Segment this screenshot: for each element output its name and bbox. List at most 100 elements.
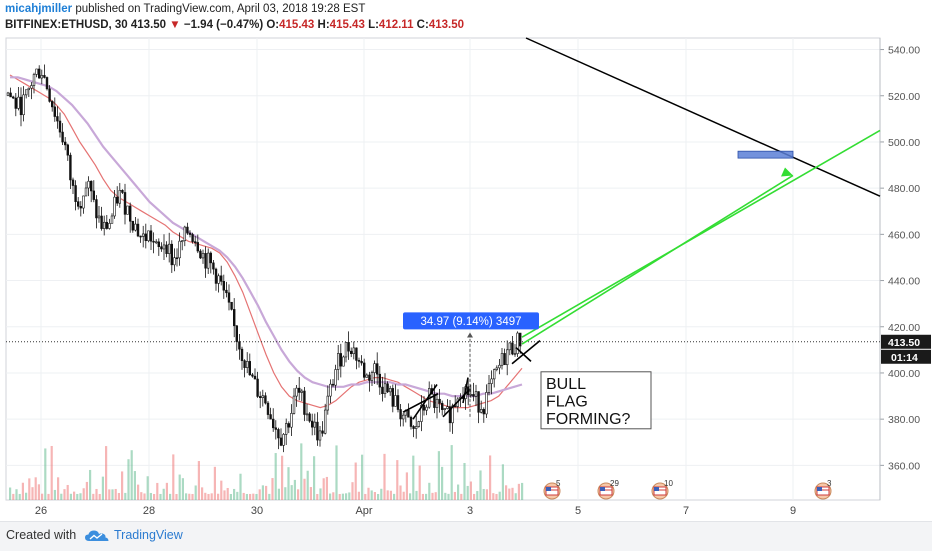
volume-bar	[489, 455, 492, 500]
y-tick-label: 380.00	[888, 414, 920, 426]
tradingview-cloud-icon	[85, 530, 109, 541]
candle-body	[126, 205, 129, 215]
volume-bar	[66, 484, 69, 500]
candle-body	[381, 386, 384, 395]
volume-bar	[159, 493, 162, 500]
volume-bar	[258, 489, 261, 500]
volume-bar	[354, 462, 357, 500]
candle-body	[136, 223, 140, 237]
volume-bar	[105, 446, 108, 500]
event-flag-icon: 10	[651, 479, 673, 500]
flag-canton	[654, 487, 659, 491]
volume-bar	[12, 493, 15, 500]
volume-bar	[300, 443, 303, 500]
close-value: 413.50	[428, 19, 464, 31]
candle-body	[204, 253, 207, 269]
candle-body	[443, 408, 446, 410]
event-badge-count: 29	[610, 479, 619, 488]
volume-bar	[409, 493, 412, 500]
tradingview-brand[interactable]: TradingView	[114, 528, 183, 542]
volume-bar	[492, 493, 495, 500]
flag-line	[412, 384, 438, 420]
volume-bar	[393, 493, 396, 500]
volume-bar	[485, 489, 488, 500]
publisher-line: micahjmiller published on TradingView.co…	[5, 3, 365, 15]
candle-body	[412, 426, 415, 429]
candle-body	[152, 240, 155, 243]
candle-body	[45, 77, 49, 90]
y-tick-label: 540.00	[888, 45, 920, 57]
volume-bar	[95, 488, 98, 500]
candle-body	[305, 413, 309, 416]
candle-body	[482, 409, 485, 415]
candle-body	[188, 232, 192, 235]
candle-body	[9, 92, 12, 98]
candle-body	[344, 342, 348, 358]
volume-bar	[281, 455, 284, 500]
candle-body	[375, 363, 379, 375]
candle-body	[290, 413, 293, 428]
volume-bar	[89, 469, 92, 500]
volume-bar	[201, 487, 204, 500]
author-link[interactable]: micahjmiller	[5, 3, 73, 15]
volume-bar	[111, 489, 114, 500]
candle-body	[485, 392, 488, 415]
last-price: 413.50	[130, 19, 167, 31]
volume-bar	[268, 493, 271, 500]
candle-body	[368, 374, 371, 381]
volume-bar	[316, 493, 319, 500]
candle-body	[349, 350, 353, 355]
candle-body	[271, 418, 275, 429]
candle-body	[129, 205, 132, 222]
projection-arrowhead	[781, 167, 793, 177]
projection-line-upper	[521, 129, 881, 338]
candle-body	[35, 68, 38, 75]
candle-body	[233, 309, 236, 327]
candle-body	[183, 226, 186, 242]
candle-body	[308, 413, 311, 422]
candle-body	[30, 85, 33, 89]
volume-bar	[252, 493, 255, 500]
volume-bar	[108, 489, 111, 500]
candle-body	[347, 342, 350, 352]
low-label: L:	[368, 19, 379, 31]
candle-body	[191, 234, 194, 242]
volume-bar	[290, 485, 293, 500]
volume-bar	[146, 476, 149, 500]
volume-bar	[15, 489, 18, 500]
candle-body	[116, 196, 119, 204]
y-tick-label: 500.00	[888, 137, 920, 149]
volume-bar	[242, 492, 245, 500]
volume-bar	[37, 484, 40, 500]
x-tick-label: 5	[575, 505, 581, 517]
volume-bar	[85, 481, 88, 500]
volume-bar	[309, 487, 312, 500]
volume-bar	[450, 445, 453, 500]
symbol-line: BITFINEX:ETHUSD, 30 413.50 ▼ −1.94 (−0.4…	[5, 19, 464, 31]
volume-bar	[28, 478, 31, 500]
volume-bar	[98, 493, 101, 500]
candle-body	[264, 395, 267, 404]
volume-bar	[165, 482, 168, 500]
candle-body	[435, 398, 439, 408]
volume-bar	[172, 454, 175, 500]
candle-body	[474, 391, 478, 397]
x-tick-label: 9	[790, 505, 796, 517]
volume-bar	[361, 454, 364, 500]
candle-body	[352, 347, 355, 355]
volume-bar	[421, 493, 424, 500]
volume-bar	[220, 480, 223, 500]
candle-body	[186, 226, 189, 234]
volume-bar	[82, 488, 85, 500]
candle-body	[500, 353, 504, 366]
candle-body	[79, 205, 83, 209]
candle-body	[258, 396, 262, 398]
candle-body	[97, 215, 101, 219]
price-chart[interactable]: 360.00 380.00 400.00 420.00 440.00 460.00 480.…	[0, 36, 932, 521]
candle-body	[64, 141, 67, 146]
candle-body	[334, 369, 337, 386]
candle-body	[420, 404, 423, 422]
volume-bar	[34, 477, 37, 500]
candle-body	[113, 196, 116, 217]
candle-body	[48, 88, 51, 102]
